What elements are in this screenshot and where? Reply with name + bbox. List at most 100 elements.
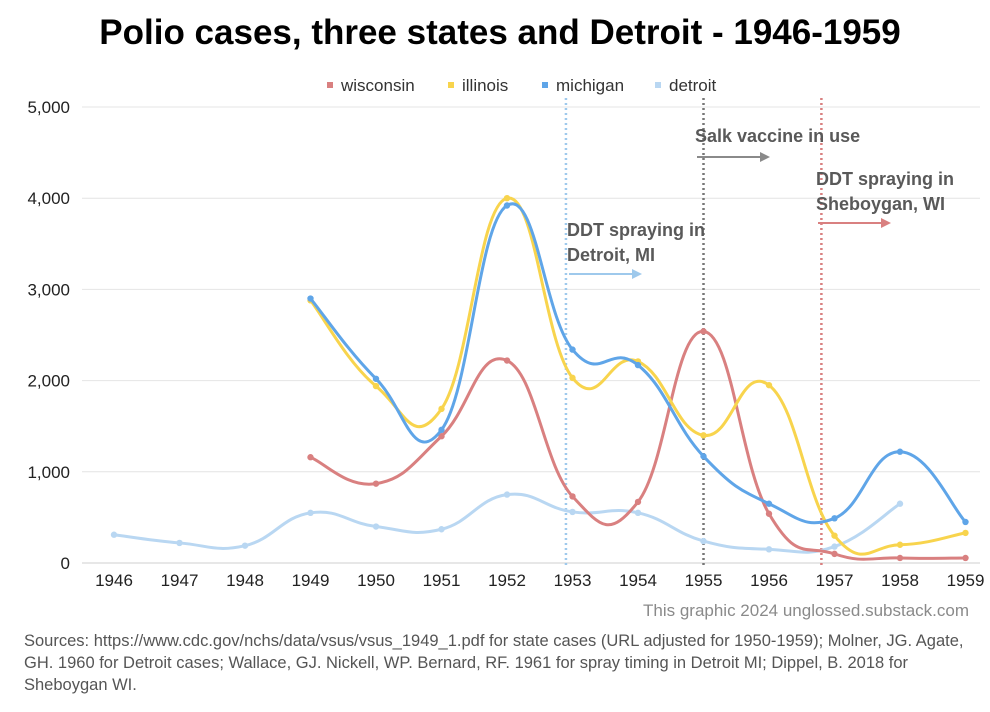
sources-note: Sources: https://www.cdc.gov/nchs/data/v… <box>24 632 964 694</box>
data-point <box>569 493 576 500</box>
y-tick-label: 3,000 <box>27 280 70 299</box>
data-point <box>438 433 445 440</box>
annotations: DDT spraying in Detroit, MI Salk vaccine i… <box>567 126 954 279</box>
data-point <box>896 448 904 455</box>
legend-label-michigan: michigan <box>556 76 624 95</box>
x-tick-label: 1951 <box>423 571 461 590</box>
data-point <box>307 454 314 461</box>
data-point <box>896 500 904 507</box>
x-tick-label: 1946 <box>95 571 133 590</box>
data-point <box>503 195 511 202</box>
data-point <box>634 498 642 506</box>
data-point <box>503 491 511 498</box>
data-point <box>765 500 773 507</box>
data-point <box>110 531 118 538</box>
legend-label-detroit: detroit <box>669 76 717 95</box>
data-point <box>831 550 838 558</box>
y-tick-label: 4,000 <box>27 189 70 208</box>
data-point <box>962 554 969 562</box>
x-tick-label: 1947 <box>161 571 199 590</box>
data-point <box>569 508 576 516</box>
data-point <box>503 357 511 364</box>
x-tick-label: 1955 <box>685 571 723 590</box>
y-tick-label: 2,000 <box>27 372 70 391</box>
data-point <box>569 346 576 353</box>
data-point <box>700 328 707 335</box>
data-point <box>896 541 904 548</box>
annotation-text: Salk vaccine in use <box>695 126 860 146</box>
data-point <box>700 432 707 439</box>
chart-canvas: Polio cases, three states and Detroit - … <box>27 13 984 620</box>
y-axis-ticks: 0 1,000 2,000 3,000 4,000 5,000 <box>27 98 70 573</box>
annotation-text: DDT spraying in <box>567 220 705 240</box>
annotation-arrowhead <box>760 152 770 162</box>
data-point <box>307 295 314 302</box>
legend-swatch-michigan <box>542 82 548 88</box>
x-tick-label: 1948 <box>226 571 264 590</box>
data-point <box>372 480 380 487</box>
series-michigan <box>307 202 969 526</box>
y-tick-label: 0 <box>61 554 70 573</box>
data-point <box>831 543 838 550</box>
data-point <box>765 510 773 517</box>
data-point <box>438 526 445 533</box>
annotation: DDT spraying in Sheboygan, WI <box>816 169 954 228</box>
x-tick-label: 1950 <box>357 571 395 590</box>
x-axis-ticks: 1946 1947 1948 1949 1950 1951 1952 1953 1954 1955… <box>95 571 984 590</box>
x-tick-label: 1959 <box>947 571 985 590</box>
data-point <box>831 515 838 522</box>
x-tick-label: 1956 <box>750 571 788 590</box>
series-lines <box>110 195 969 562</box>
gridlines <box>82 106 980 564</box>
legend-label-illinois: illinois <box>462 76 508 95</box>
series-illinois <box>307 195 969 556</box>
data-point <box>765 546 773 553</box>
data-point <box>503 202 511 209</box>
data-point <box>438 426 445 434</box>
data-point <box>241 542 249 549</box>
data-point <box>634 509 642 517</box>
annotation-text: Detroit, MI <box>567 245 655 265</box>
x-tick-label: 1954 <box>619 571 657 590</box>
y-tick-label: 5,000 <box>27 98 70 117</box>
y-tick-label: 1,000 <box>27 463 70 482</box>
annotation-text: Sheboygan, WI <box>816 194 945 214</box>
data-point <box>569 374 576 382</box>
credit-text: This graphic 2024 unglossed.substack.com <box>643 601 969 620</box>
legend-swatch-illinois <box>448 82 454 88</box>
series-detroit <box>110 491 904 554</box>
data-point <box>765 381 773 389</box>
series-wisconsin <box>307 328 969 562</box>
annotation-arrowhead <box>881 218 891 228</box>
x-tick-label: 1949 <box>292 571 330 590</box>
annotation: DDT spraying in Detroit, MI <box>567 220 705 279</box>
event-markers <box>564 98 823 565</box>
x-tick-label: 1953 <box>554 571 592 590</box>
annotation-arrowhead <box>632 269 642 279</box>
data-point <box>896 554 904 562</box>
data-point <box>634 361 642 369</box>
data-point <box>372 382 380 390</box>
data-point <box>700 537 707 545</box>
series-line-michigan <box>309 202 967 525</box>
legend-swatch-detroit <box>655 82 661 88</box>
data-point <box>700 453 707 460</box>
annotation: Salk vaccine in use <box>695 126 860 162</box>
data-point <box>372 375 380 382</box>
data-point <box>831 532 838 539</box>
x-tick-label: 1957 <box>816 571 854 590</box>
x-tick-label: 1952 <box>488 571 526 590</box>
data-point <box>307 509 314 517</box>
data-point <box>962 529 969 537</box>
legend-swatch-wisconsin <box>327 82 333 88</box>
data-point <box>962 518 969 526</box>
x-tick-label: 1958 <box>881 571 919 590</box>
legend-label-wisconsin: wisconsin <box>340 76 415 95</box>
data-point <box>438 405 445 413</box>
data-point <box>372 523 380 530</box>
data-point <box>176 539 183 547</box>
annotation-text: DDT spraying in <box>816 169 954 189</box>
legend: wisconsin illinois michigan detroit <box>327 76 717 95</box>
series-line-detroit <box>112 492 902 554</box>
